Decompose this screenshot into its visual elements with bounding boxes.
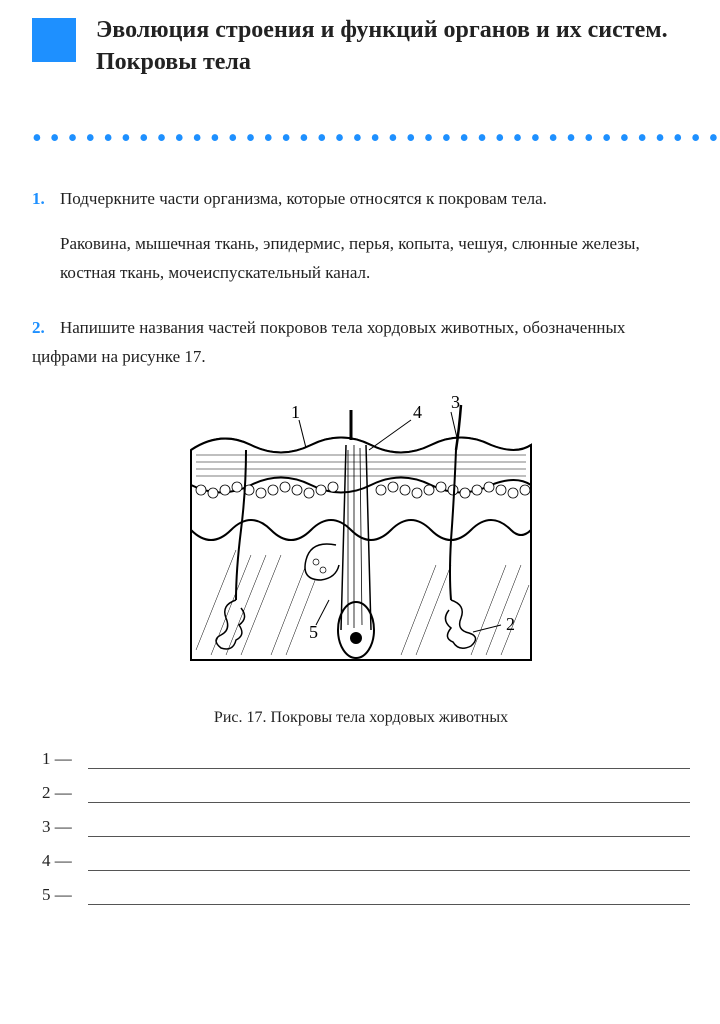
fig-label-4: 4 [413, 402, 422, 422]
answer-label-2: 2 — [42, 783, 88, 803]
fig-label-1: 1 [291, 402, 300, 422]
question-1-body: Раковина, мышечная ткань, эпидермис, пер… [60, 230, 690, 288]
question-2-number: 2. [32, 314, 60, 343]
question-1-number: 1. [32, 186, 60, 212]
question-1-prompt: Подчеркните части организма, которые отн… [60, 189, 547, 208]
question-2-prompt: Напишите названия частей покровов тела х… [32, 318, 625, 366]
answer-label-3: 3 — [42, 817, 88, 837]
answer-row-1: 1 — [42, 749, 690, 769]
page-content: 1.Подчеркните части организма, которые о… [32, 186, 690, 919]
fig-label-3: 3 [451, 392, 460, 412]
answer-label-4: 4 — [42, 851, 88, 871]
answer-blank-2[interactable] [88, 785, 690, 803]
skin-diagram: 1 4 3 2 5 [151, 390, 571, 690]
answer-blank-3[interactable] [88, 819, 690, 837]
answer-row-2: 2 — [42, 783, 690, 803]
dotted-divider: •••••••••••••••••••••••••••••••••••••••• [32, 134, 720, 144]
answer-row-4: 4 — [42, 851, 690, 871]
question-1: 1.Подчеркните части организма, которые о… [32, 186, 690, 212]
answer-blank-5[interactable] [88, 887, 690, 905]
answer-row-5: 5 — [42, 885, 690, 905]
fig-label-2: 2 [506, 614, 515, 634]
figure-caption: Рис. 17. Покровы тела хордовых животных [32, 709, 690, 727]
answer-blank-4[interactable] [88, 853, 690, 871]
question-2: 2.Напишите названия частей покровов тела… [32, 314, 690, 372]
header-accent-block [32, 18, 76, 62]
page-title: Эволюция строения и функций органов и их… [96, 14, 690, 79]
answer-label-1: 1 — [42, 749, 88, 769]
figure-17: 1 4 3 2 5 Рис. 17. Покровы тела хордовых… [32, 390, 690, 727]
answer-lines: 1 — 2 — 3 — 4 — 5 — [42, 749, 690, 905]
fig-label-5: 5 [309, 622, 318, 642]
answer-row-3: 3 — [42, 817, 690, 837]
answer-blank-1[interactable] [88, 751, 690, 769]
answer-label-5: 5 — [42, 885, 88, 905]
